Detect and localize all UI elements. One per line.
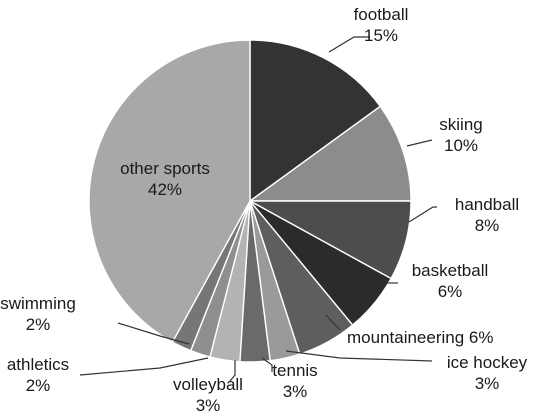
- slice-value-athletics: 2%: [26, 376, 51, 395]
- slice-value-tennis: 3%: [283, 382, 308, 401]
- slice-label-mountaineering: mountaineering 6%: [347, 328, 493, 347]
- slice-category-skiing: skiing: [439, 115, 482, 134]
- leader-line-football: [328, 36, 370, 53]
- slice-category-swimming: swimming: [0, 294, 76, 313]
- slice-value-other-sports: 42%: [148, 180, 182, 199]
- slice-category-football: football: [354, 5, 409, 24]
- slice-label-swimming: swimming 2%: [0, 294, 76, 334]
- slice-value-swimming: 2%: [26, 315, 51, 334]
- leader-line-mountaineering: [325, 314, 341, 331]
- slice-label-athletics: athletics 2%: [7, 355, 69, 395]
- slice-category-volleyball: volleyball: [173, 375, 243, 394]
- leader-line-handball: [408, 206, 437, 223]
- leader-line-volleyball: [229, 360, 236, 382]
- leader-line-swimming: [117, 322, 190, 345]
- slice-label-volleyball: volleyball 3%: [173, 375, 243, 415]
- slice-label-tennis: tennis 3%: [272, 361, 317, 401]
- leader-line-skiing: [406, 139, 433, 147]
- slice-label-ice-hockey: ice hockey 3%: [447, 353, 528, 393]
- pie-slice-football: [249, 39, 382, 203]
- slice-category-tennis: tennis: [272, 361, 317, 380]
- pie-slice-skiing: [247, 105, 412, 202]
- slice-category-other-sports: other sports: [120, 159, 210, 178]
- slice-category-ice-hockey: ice hockey: [447, 353, 528, 372]
- leader-line-athletics: [79, 357, 209, 376]
- leader-line-tennis: [261, 357, 273, 372]
- slice-value-volleyball: 3%: [196, 396, 221, 415]
- slice-labels: football 15% skiing 10% handball 8% basketball…: [0, 5, 527, 415]
- slice-category-basketball: basketball: [412, 261, 489, 280]
- leader-lines: [79, 36, 437, 382]
- slice-label-handball: handball 8%: [455, 195, 519, 235]
- slice-category-athletics: athletics: [7, 355, 69, 374]
- slice-value-basketball: 6%: [438, 282, 463, 301]
- leader-line-ice-hockey: [285, 350, 433, 362]
- pie-slice-other-sports: [88, 39, 251, 344]
- slice-value-handball: 8%: [475, 216, 500, 235]
- pie-slices: [88, 39, 412, 363]
- slice-label-skiing: skiing 10%: [439, 115, 482, 155]
- slice-value-football: 15%: [364, 26, 398, 45]
- slice-label-other-sports: other sports 42%: [120, 159, 210, 199]
- slice-label-basketball: basketball 6%: [412, 261, 489, 301]
- slice-category-handball: handball: [455, 195, 519, 214]
- slice-value-skiing: 10%: [444, 136, 478, 155]
- slice-label-football: football 15%: [354, 5, 409, 45]
- slice-label-text-mountaineering: mountaineering 6%: [347, 328, 493, 347]
- slice-value-ice-hockey: 3%: [475, 374, 500, 393]
